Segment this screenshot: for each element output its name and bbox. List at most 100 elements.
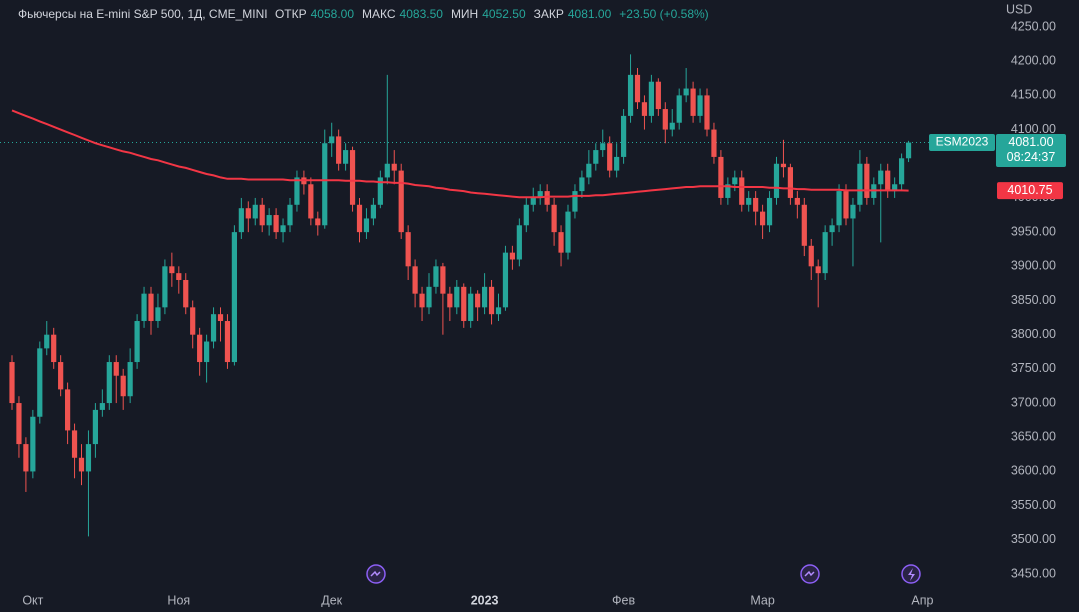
candle-body <box>266 215 272 226</box>
y-tick-label: 3550.00 <box>1011 498 1056 512</box>
candle-body <box>475 293 481 308</box>
event-icon-glyph <box>804 570 815 577</box>
candles <box>9 54 912 537</box>
candle-body <box>864 163 870 198</box>
candle-body <box>544 191 550 205</box>
candle-body <box>204 341 210 363</box>
candle-body <box>634 74 641 103</box>
ohlc-label: ЗАКР <box>533 7 564 21</box>
candle-body <box>343 150 349 164</box>
candle-body <box>336 136 342 164</box>
candle-body <box>537 191 543 198</box>
candle-body <box>176 273 182 280</box>
ohlc-label: МАКС <box>362 7 396 21</box>
candle-body <box>412 266 418 294</box>
candle-body <box>892 184 898 192</box>
candle-body <box>30 416 36 472</box>
candle-body <box>614 156 620 171</box>
candle-body <box>127 362 133 397</box>
candle-body <box>294 177 300 205</box>
candle-body <box>794 197 800 205</box>
candle-body <box>433 266 439 287</box>
candle-body <box>370 204 376 219</box>
candle-body <box>287 204 293 226</box>
candle-body <box>766 197 773 226</box>
symbol-tag-bg <box>929 134 995 152</box>
candle-body <box>787 167 793 198</box>
candle-body <box>516 225 522 260</box>
candle-body <box>23 444 29 472</box>
candle-body <box>51 334 57 363</box>
candle-body <box>697 95 703 116</box>
legend-header: Фьючерсы на E-mini S&P 500, 1Д, CME_MINI… <box>18 7 717 21</box>
candle-body <box>58 362 64 390</box>
candle-body <box>134 321 140 363</box>
candle-body <box>690 88 696 116</box>
y-tick-label: 3850.00 <box>1011 293 1056 307</box>
candle-body <box>725 184 731 198</box>
candle-body <box>44 334 50 349</box>
candle-body <box>9 362 15 404</box>
candle-body <box>447 293 453 308</box>
candle-body <box>78 457 85 472</box>
candle-body <box>99 403 105 410</box>
candle-body <box>850 204 856 219</box>
candle-body <box>572 191 578 212</box>
candle-body <box>732 177 738 185</box>
moving-average-line <box>11 109 909 199</box>
y-tick-label: 3500.00 <box>1011 532 1056 546</box>
candle-body <box>711 129 717 157</box>
candle-body <box>461 286 467 322</box>
candle-body <box>801 204 807 246</box>
candle-body <box>815 266 821 274</box>
countdown: 08:24:37 <box>1007 150 1056 164</box>
y-tick-label: 3450.00 <box>1011 566 1056 580</box>
candle-body <box>356 204 363 233</box>
candle-body <box>190 307 196 335</box>
candle-body <box>739 177 745 205</box>
candle-body <box>245 208 251 219</box>
candle-body <box>329 136 335 144</box>
x-tick-label: Дек <box>321 593 342 607</box>
candle-body <box>377 177 383 205</box>
candle-body <box>495 307 502 315</box>
candle-body <box>217 314 224 322</box>
y-tick-label: 4200.00 <box>1011 53 1056 67</box>
y-tick-label: 3800.00 <box>1011 327 1056 341</box>
candle-body <box>405 232 411 267</box>
candle-body <box>523 204 529 226</box>
candle-body <box>558 232 564 253</box>
price-tag: 4081.00 <box>1008 135 1053 149</box>
candle-body <box>454 286 460 308</box>
candle-body <box>551 204 557 233</box>
y-tick-label: 3750.00 <box>1011 361 1056 375</box>
candle-body <box>231 232 237 363</box>
candle-body <box>530 197 536 205</box>
candle-body <box>308 184 314 219</box>
candle-body <box>669 122 675 130</box>
candle-body <box>878 170 884 185</box>
event-icon-glyph <box>908 568 915 581</box>
candle-body <box>899 158 905 185</box>
y-tick-label: 3900.00 <box>1011 259 1056 273</box>
candle-body <box>113 362 119 376</box>
ohlc-value: 4058.00 <box>310 7 355 21</box>
event-icons <box>366 564 921 584</box>
candle-body <box>197 334 203 363</box>
change-value: +23.50 (+0.58%) <box>619 7 709 21</box>
candle-body <box>607 143 613 171</box>
candle-body <box>746 197 752 205</box>
ohlc-label: МИН <box>450 7 479 21</box>
candle-body <box>760 211 766 226</box>
candle-body <box>238 208 244 233</box>
candle-body <box>37 348 43 417</box>
candle-body <box>210 314 217 342</box>
ma-tag: 4010.75 <box>1007 183 1052 197</box>
y-tick-label: 3700.00 <box>1011 395 1056 409</box>
y-tick-label: 3650.00 <box>1011 430 1056 444</box>
candle-body <box>565 211 571 253</box>
candle-body <box>753 197 759 212</box>
candle-body <box>586 163 592 178</box>
